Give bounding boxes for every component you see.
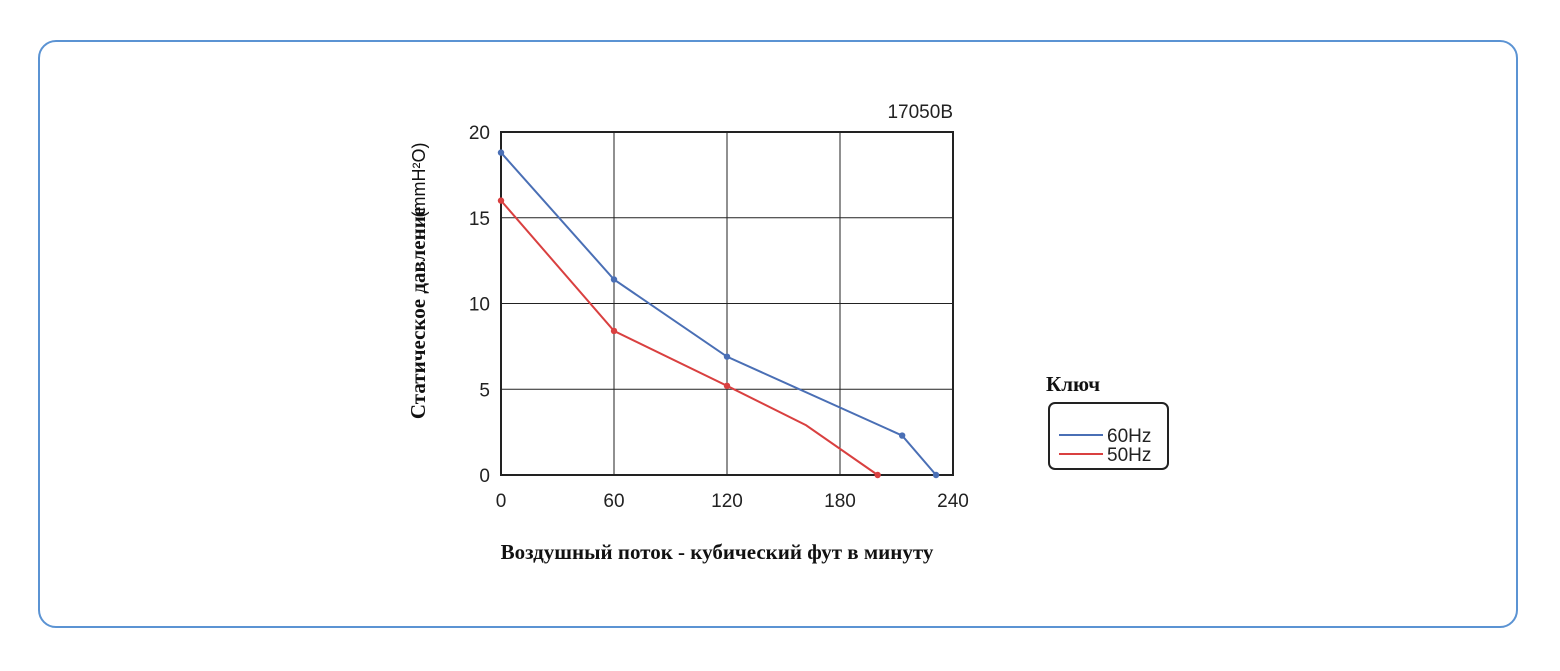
data-point-60Hz [932, 471, 940, 479]
data-point-50Hz [874, 471, 881, 479]
y-tick-label: 0 [479, 466, 490, 487]
legend-label: 50Hz [1107, 445, 1151, 466]
legend-label: 60Hz [1107, 426, 1151, 447]
series-line-60Hz [500, 151, 937, 476]
chart-title: 17050B [887, 102, 953, 123]
data-point-60Hz [497, 149, 505, 156]
y-tick-label: 15 [469, 209, 490, 230]
x-axis-label: Воздушный поток - кубический фут в минут… [501, 540, 934, 564]
data-point-60Hz [723, 353, 731, 360]
y-axis-label: Статическое давление [406, 207, 430, 419]
legend-title: Ключ [1046, 372, 1100, 396]
data-point-50Hz [610, 327, 618, 335]
series-line-50Hz [500, 199, 879, 476]
data-point-60Hz [898, 432, 906, 439]
x-tick-label: 0 [496, 491, 507, 512]
chart-card [38, 40, 1518, 628]
data-point-50Hz [497, 197, 505, 204]
x-tick-label: 60 [603, 491, 624, 512]
y-tick-label: 5 [479, 380, 490, 401]
y-tick-label: 20 [469, 123, 490, 144]
x-tick-label: 240 [937, 491, 969, 512]
y-axis-unit: (mmH²O) [409, 143, 429, 218]
data-point-50Hz [723, 382, 731, 390]
plot-frame [500, 131, 954, 476]
legend-box [1048, 402, 1169, 470]
y-tick-label: 10 [469, 295, 490, 316]
data-point-60Hz [610, 276, 618, 283]
x-tick-label: 180 [824, 491, 856, 512]
x-tick-label: 120 [711, 491, 743, 512]
